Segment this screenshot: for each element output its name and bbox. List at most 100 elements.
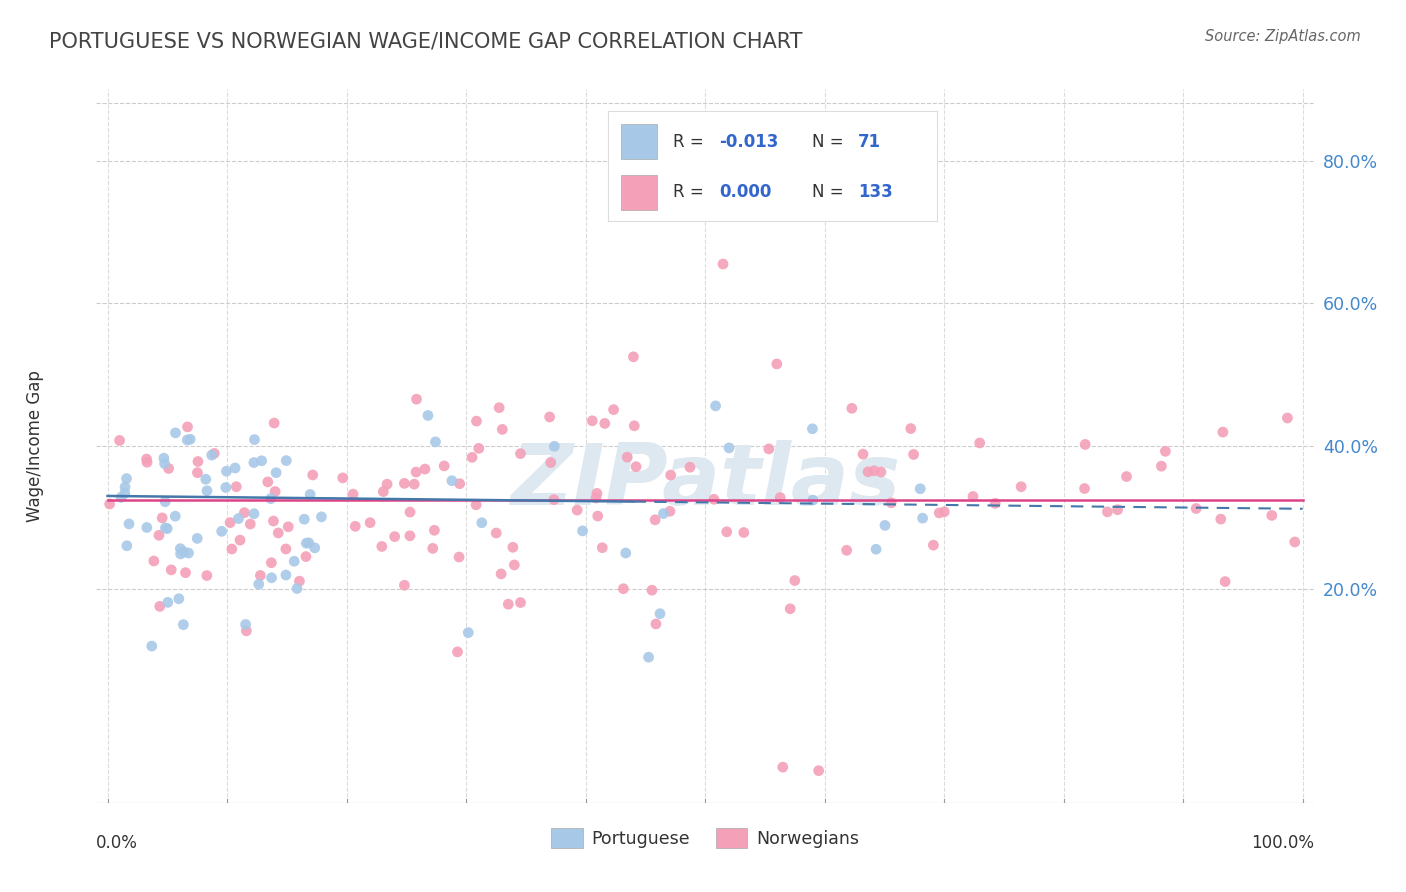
Portuguese	[169, 541, 191, 556]
Norwegians	[394, 476, 416, 491]
Portuguese	[235, 617, 257, 632]
Norwegians	[108, 434, 131, 448]
Norwegians	[934, 505, 956, 519]
Portuguese	[165, 509, 187, 524]
Portuguese	[153, 457, 176, 471]
Norwegians	[1209, 512, 1232, 526]
Norwegians	[703, 492, 725, 507]
Norwegians	[509, 596, 531, 610]
Portuguese	[910, 482, 932, 496]
Portuguese	[264, 466, 287, 480]
Norwegians	[586, 509, 609, 524]
Norwegians	[644, 513, 666, 527]
Norwegians	[465, 498, 488, 512]
Portuguese	[155, 521, 177, 535]
Portuguese	[276, 453, 298, 467]
Norwegians	[449, 550, 471, 565]
Text: PORTUGUESE VS NORWEGIAN WAGE/INCOME GAP CORRELATION CHART: PORTUGUESE VS NORWEGIAN WAGE/INCOME GAP …	[49, 31, 803, 51]
Text: Source: ZipAtlas.com: Source: ZipAtlas.com	[1205, 29, 1361, 44]
Norwegians	[602, 402, 624, 417]
Norwegians	[922, 538, 945, 552]
Norwegians	[641, 583, 664, 598]
Norwegians	[509, 447, 531, 461]
Norwegians	[174, 566, 197, 580]
Portuguese	[165, 425, 187, 440]
Portuguese	[201, 448, 224, 462]
Text: 0.0%: 0.0%	[96, 834, 138, 852]
Norwegians	[779, 601, 801, 615]
Norwegians	[277, 520, 299, 534]
Norwegians	[870, 465, 893, 479]
Portuguese	[311, 509, 333, 524]
Portuguese	[873, 518, 896, 533]
Norwegians	[502, 541, 524, 555]
Norwegians	[157, 461, 180, 475]
Norwegians	[716, 524, 738, 539]
Norwegians	[371, 540, 394, 554]
Portuguese	[153, 494, 176, 508]
Portuguese	[243, 507, 266, 521]
Norwegians	[394, 578, 416, 592]
Norwegians	[769, 491, 792, 505]
Norwegians	[772, 760, 794, 774]
Portuguese	[274, 568, 297, 582]
Norwegians	[235, 624, 257, 638]
Portuguese	[156, 522, 179, 536]
Norwegians	[766, 357, 789, 371]
Norwegians	[903, 447, 925, 461]
Norwegians	[659, 468, 682, 483]
Norwegians	[852, 447, 875, 461]
Norwegians	[758, 442, 780, 456]
Portuguese	[471, 516, 494, 530]
Text: 100.0%: 100.0%	[1251, 834, 1315, 852]
Norwegians	[225, 480, 247, 494]
Norwegians	[624, 459, 647, 474]
Portuguese	[176, 433, 198, 447]
Portuguese	[172, 617, 194, 632]
Norwegians	[679, 460, 702, 475]
Portuguese	[186, 532, 208, 546]
Norwegians	[461, 450, 484, 465]
Norwegians	[538, 409, 561, 424]
Portuguese	[250, 454, 273, 468]
Norwegians	[498, 597, 520, 611]
Norwegians	[540, 456, 562, 470]
Portuguese	[295, 536, 318, 550]
Norwegians	[229, 533, 252, 548]
Portuguese	[718, 441, 741, 455]
Portuguese	[440, 474, 463, 488]
Norwegians	[449, 476, 471, 491]
Norwegians	[264, 484, 287, 499]
Portuguese	[194, 472, 217, 486]
Norwegians	[399, 529, 422, 543]
Norwegians	[488, 401, 510, 415]
Portuguese	[179, 432, 201, 446]
Norwegians	[503, 558, 526, 572]
Norwegians	[202, 446, 225, 460]
Norwegians	[1213, 574, 1236, 589]
Portuguese	[304, 541, 326, 555]
Norwegians	[405, 465, 427, 479]
Portuguese	[135, 520, 157, 534]
Portuguese	[298, 536, 321, 550]
Norwegians	[489, 566, 512, 581]
Norwegians	[591, 541, 613, 555]
Norwegians	[807, 764, 830, 778]
Portuguese	[260, 571, 283, 585]
Portuguese	[911, 511, 934, 525]
Legend: Portuguese, Norwegians: Portuguese, Norwegians	[544, 821, 866, 855]
Portuguese	[173, 545, 195, 559]
Portuguese	[156, 595, 179, 609]
Portuguese	[141, 639, 163, 653]
Portuguese	[648, 607, 671, 621]
Norwegians	[375, 477, 398, 491]
Portuguese	[114, 480, 136, 494]
Portuguese	[243, 433, 266, 447]
Norwegians	[783, 574, 806, 588]
Portuguese	[543, 439, 565, 453]
Norwegians	[263, 416, 285, 430]
Norwegians	[1010, 480, 1032, 494]
Portuguese	[292, 512, 315, 526]
Norwegians	[405, 392, 427, 407]
Norwegians	[1107, 502, 1129, 516]
